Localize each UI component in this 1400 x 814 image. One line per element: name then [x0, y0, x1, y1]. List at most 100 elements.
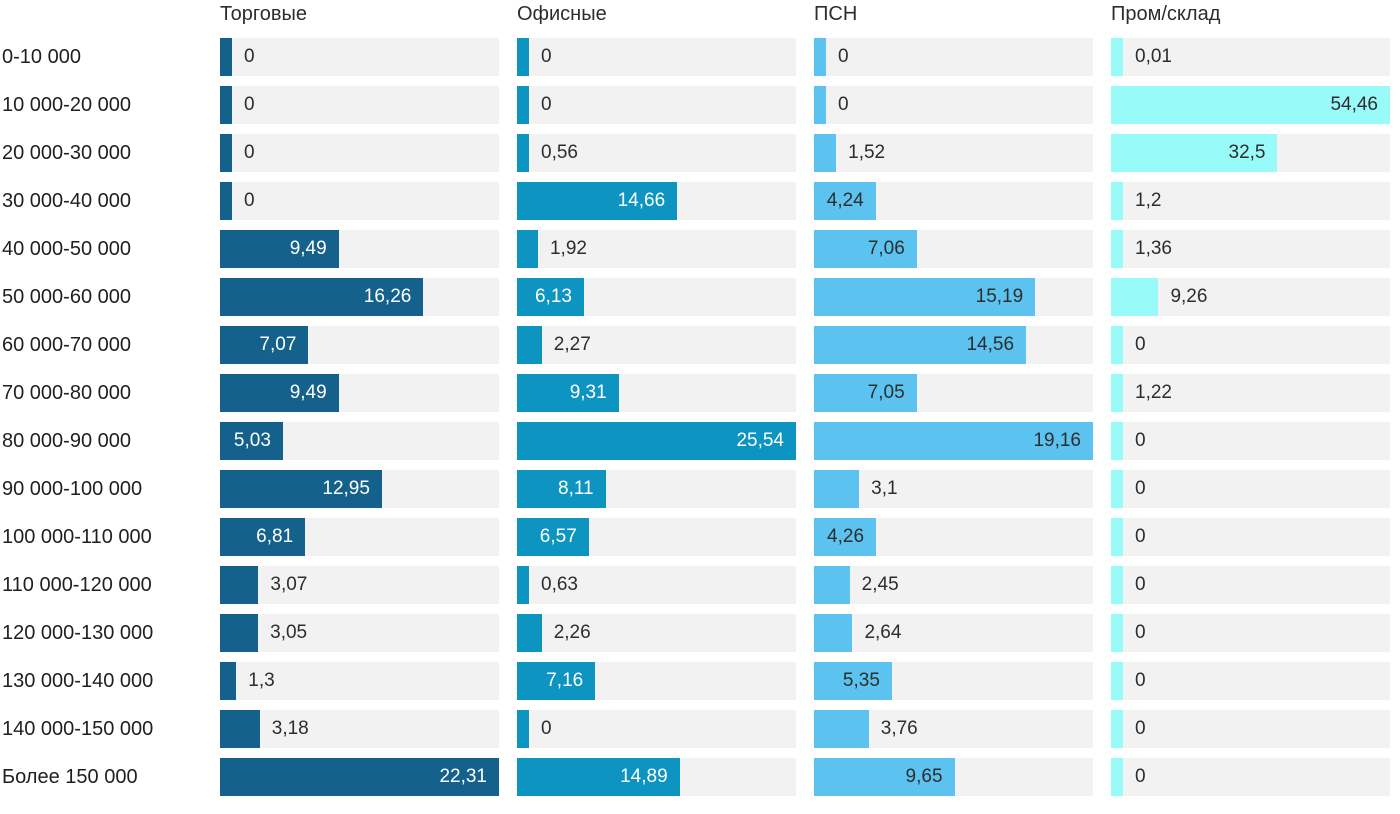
- bar: [220, 566, 259, 604]
- value-label: 6,81: [256, 526, 294, 547]
- bar: [814, 614, 853, 652]
- bar: [1111, 710, 1123, 748]
- value-label: 1,2: [1135, 190, 1162, 211]
- column-header-torgovye: Торговые: [220, 3, 308, 25]
- value-label: 8,11: [558, 478, 594, 499]
- bar: [1111, 614, 1123, 652]
- value-label: 0: [244, 190, 255, 211]
- bar-track: 0: [220, 182, 499, 220]
- value-label: 2,27: [553, 334, 591, 355]
- value-label: 0,01: [1135, 46, 1172, 67]
- bar: 7,16: [517, 662, 596, 700]
- bar: [517, 614, 542, 652]
- bar: [517, 566, 529, 604]
- category-label: 0-10 000: [2, 46, 81, 68]
- bar-track: 14,89: [517, 758, 796, 796]
- bar-track: 22,31: [220, 758, 499, 796]
- bar-track: 0: [814, 38, 1093, 76]
- category-label: 50 000-60 000: [2, 286, 132, 308]
- bar: 14,66: [517, 182, 678, 220]
- bar-track: 25,54: [517, 422, 796, 460]
- bar-track: 9,26: [1111, 278, 1390, 316]
- value-label: 0: [1135, 574, 1146, 595]
- bar-track: 3,1: [814, 470, 1093, 508]
- value-label: 0: [244, 142, 255, 163]
- bar-track: 0: [1111, 518, 1390, 556]
- bar: 7,07: [220, 326, 309, 364]
- bar: [1111, 662, 1123, 700]
- category-label: Более 150 000: [2, 766, 138, 788]
- bar: [1111, 278, 1159, 316]
- value-label: 1,92: [549, 238, 587, 259]
- value-label: 2,45: [861, 574, 899, 595]
- bar: 14,56: [814, 326, 1027, 364]
- bar: [517, 38, 529, 76]
- value-label: 7,07: [259, 334, 297, 355]
- bar: [220, 710, 260, 748]
- column-header-ofisnye: Офисные: [517, 3, 607, 25]
- bar-track: 54,46: [1111, 86, 1390, 124]
- value-label: 15,19: [975, 286, 1024, 307]
- bar-track: 0: [1111, 758, 1390, 796]
- bar-track: 6,13: [517, 278, 796, 316]
- category-label: 40 000-50 000: [2, 238, 132, 260]
- value-label: 5,03: [233, 430, 271, 451]
- bar: 7,06: [814, 230, 917, 268]
- bar-track: 1,52: [814, 134, 1093, 172]
- bar: [814, 38, 826, 76]
- value-label: 7,06: [867, 238, 905, 259]
- value-label: 0: [1135, 334, 1146, 355]
- bar-track: 1,3: [220, 662, 499, 700]
- bar-track: 1,2: [1111, 182, 1390, 220]
- bar-track: 32,5: [1111, 134, 1390, 172]
- bar: [517, 230, 538, 268]
- bar: [1111, 518, 1123, 556]
- bar-track: 0: [517, 710, 796, 748]
- bar: [814, 134, 837, 172]
- bar: 8,11: [517, 470, 606, 508]
- value-label: 3,07: [270, 574, 308, 595]
- value-label: 9,49: [289, 238, 327, 259]
- bar: 6,57: [517, 518, 589, 556]
- bar: [517, 326, 542, 364]
- value-label: 0: [541, 94, 552, 115]
- value-label: 6,57: [539, 526, 577, 547]
- bar: 12,95: [220, 470, 382, 508]
- bar-track: 0: [1111, 470, 1390, 508]
- bar-track: 7,05: [814, 374, 1093, 412]
- bar: 22,31: [220, 758, 499, 796]
- bar: [517, 134, 529, 172]
- bar-track: 4,24: [814, 182, 1093, 220]
- bar-track: 5,35: [814, 662, 1093, 700]
- value-label: 1,22: [1135, 382, 1172, 403]
- category-label: 70 000-80 000: [2, 382, 132, 404]
- value-label: 0: [1135, 430, 1146, 451]
- bar-track: 0: [814, 86, 1093, 124]
- category-label: 110 000-120 000: [2, 574, 152, 596]
- bar: 32,5: [1111, 134, 1278, 172]
- value-label: 1,52: [848, 142, 886, 163]
- value-label: 1,3: [248, 670, 275, 691]
- bar: 19,16: [814, 422, 1093, 460]
- value-label: 3,18: [271, 718, 309, 739]
- value-label: 9,49: [289, 382, 327, 403]
- bar: 7,05: [814, 374, 917, 412]
- bar-track: 3,18: [220, 710, 499, 748]
- bar-track: 3,76: [814, 710, 1093, 748]
- bar-track: 2,26: [517, 614, 796, 652]
- bar-track: 12,95: [220, 470, 499, 508]
- bar: 6,81: [220, 518, 306, 556]
- bar-track: 0: [1111, 326, 1390, 364]
- bar: 16,26: [220, 278, 424, 316]
- bar-track: 9,31: [517, 374, 796, 412]
- bar-track: 19,16: [814, 422, 1093, 460]
- value-label: 22,31: [439, 766, 487, 787]
- corner-spacer: [0, 0, 202, 28]
- bar-track: 7,07: [220, 326, 499, 364]
- bar-track: 2,45: [814, 566, 1093, 604]
- bar: [220, 182, 232, 220]
- value-label: 14,66: [617, 190, 666, 211]
- bar-track: 0: [517, 38, 796, 76]
- value-label: 4,24: [826, 190, 864, 211]
- bar-chart-grid: Торговые Офисные ПСН Пром/склад 0-10 000…: [0, 0, 1390, 796]
